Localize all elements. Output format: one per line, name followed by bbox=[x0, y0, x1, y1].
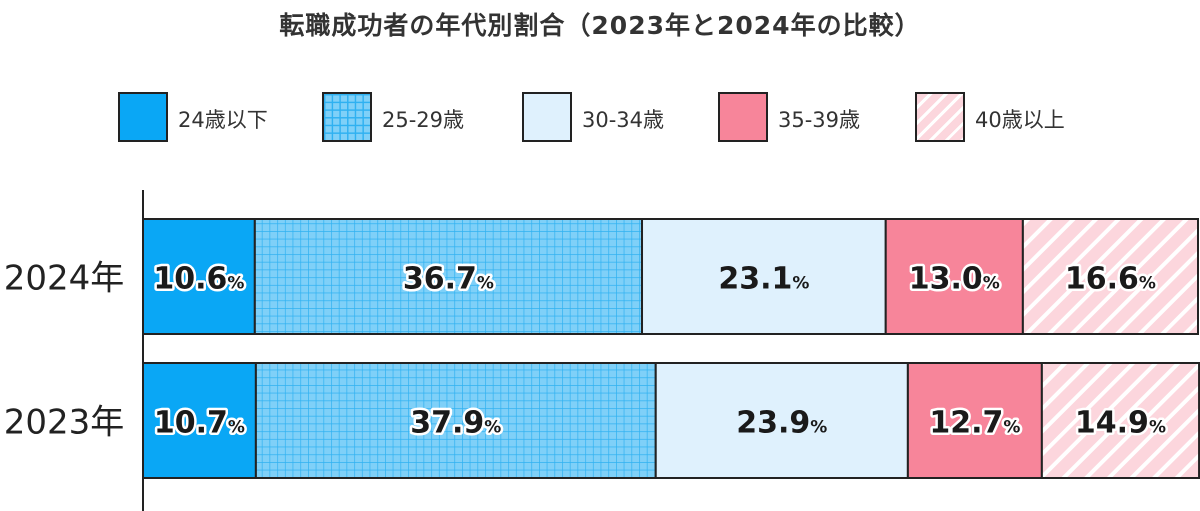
data-label: 14.9% bbox=[1075, 406, 1166, 441]
data-label: 37.9% bbox=[410, 406, 501, 441]
data-label: 23.9% bbox=[736, 406, 827, 441]
data-label: 13.0% bbox=[909, 262, 1000, 297]
bar-segment bbox=[142, 218, 256, 335]
legend-swatch bbox=[718, 92, 768, 142]
legend-label: 30-34歳 bbox=[582, 108, 665, 132]
legend-label: 35-39歳 bbox=[778, 108, 861, 132]
legend: 24歳以下 25-29歳 30-34歳 35-39歳 40歳以上 bbox=[0, 92, 1200, 144]
bar-segment bbox=[253, 218, 644, 335]
legend-swatch bbox=[322, 92, 372, 142]
legend-label: 25-29歳 bbox=[382, 108, 465, 132]
legend-swatch bbox=[915, 92, 965, 142]
legend-swatch bbox=[522, 92, 572, 142]
bar-segment bbox=[1040, 362, 1200, 479]
category-label: 2024年 bbox=[4, 259, 125, 299]
data-label: 23.1% bbox=[718, 262, 809, 297]
legend-swatch bbox=[118, 92, 168, 142]
legend-label: 40歳以上 bbox=[975, 108, 1065, 132]
bar-segment bbox=[654, 362, 909, 479]
chart-title: 転職成功者の年代別割合（2023年と2024年の比較） bbox=[279, 11, 921, 40]
bar-segment bbox=[1021, 218, 1199, 335]
category-label: 2023年 bbox=[4, 403, 125, 443]
data-label: 36.7% bbox=[403, 262, 494, 297]
legend-label: 24歳以下 bbox=[178, 108, 268, 132]
bar-segment bbox=[641, 218, 887, 335]
data-label: 10.7% bbox=[154, 406, 245, 441]
data-label: 12.7% bbox=[929, 406, 1020, 441]
bar-segment bbox=[884, 218, 1024, 335]
data-label: 16.6% bbox=[1065, 262, 1156, 297]
data-label: 10.6% bbox=[153, 262, 244, 297]
